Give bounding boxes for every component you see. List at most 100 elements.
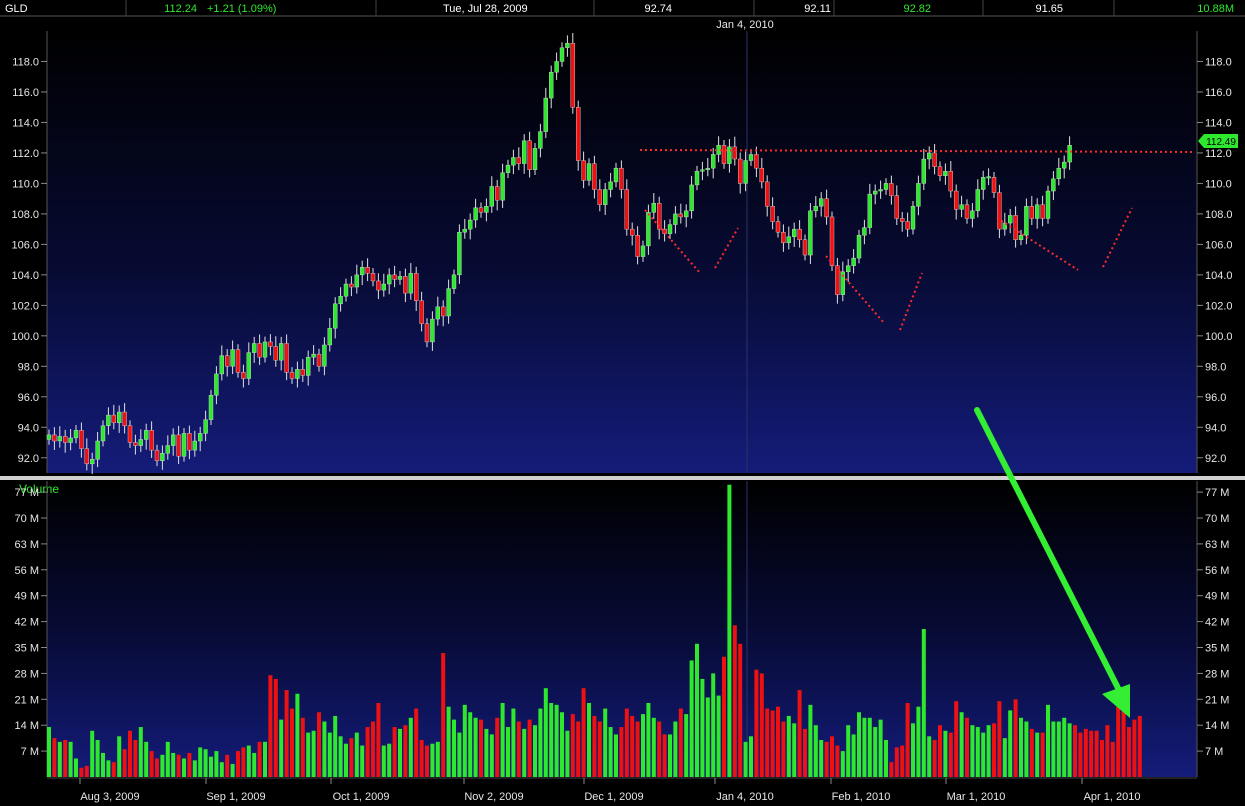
candle-body: [370, 273, 376, 282]
candle-body: [397, 276, 403, 280]
candle-body: [565, 42, 570, 48]
candle-body: [68, 437, 73, 443]
volume-bar: [835, 745, 840, 777]
x-tick-label: Apr 1, 2010: [1084, 791, 1141, 803]
candle-body: [878, 189, 883, 192]
candle: [630, 222, 635, 246]
volume-bar: [743, 741, 748, 777]
volume-bar: [894, 747, 899, 777]
candle-body: [473, 207, 478, 221]
candle-body: [246, 352, 252, 379]
candle: [203, 410, 208, 442]
candle-body: [1040, 204, 1045, 219]
volume-bar: [468, 712, 473, 777]
candle: [927, 146, 932, 170]
volume-bar: [1132, 719, 1137, 777]
candle-body: [673, 213, 678, 225]
candle-body: [905, 221, 910, 230]
header-high: 91.65: [1035, 3, 1063, 15]
candle: [516, 147, 521, 171]
volume-bar: [857, 712, 861, 777]
candle: [392, 265, 397, 288]
price-tick-label-right: 118.0: [1205, 56, 1232, 68]
candle: [883, 178, 889, 195]
volume-tick-label-right: 35 M: [1205, 643, 1229, 655]
volume-bar: [128, 730, 132, 777]
candle-body: [79, 430, 84, 449]
volume-bar: [603, 708, 608, 777]
volume-bar: [1094, 730, 1099, 777]
volume-tick-label-left: 14 M: [15, 720, 39, 732]
volume-bar: [570, 714, 575, 777]
candle: [149, 421, 154, 458]
volume-bar: [1137, 715, 1142, 777]
candle-body: [900, 218, 905, 222]
candle-body: [635, 235, 640, 257]
candle: [1045, 185, 1051, 224]
volume-bar: [457, 732, 462, 777]
volume-bar: [354, 732, 359, 777]
candle: [921, 148, 926, 190]
candle-body: [716, 145, 721, 155]
candle: [419, 291, 424, 332]
candle: [581, 151, 586, 189]
candle-body: [284, 343, 289, 373]
candle: [133, 434, 138, 455]
volume-bar: [975, 727, 980, 777]
price-tick-label-left: 106.0: [11, 239, 39, 251]
candle: [597, 179, 602, 212]
candle: [586, 158, 592, 186]
x-tick-label: Jan 4, 2010: [716, 791, 774, 803]
candle: [1008, 208, 1013, 234]
candle: [522, 134, 527, 174]
candle-body: [964, 204, 970, 219]
candle-body: [63, 436, 68, 443]
candle: [640, 240, 646, 262]
candle-body: [138, 439, 144, 446]
candle: [387, 268, 392, 295]
volume-bar: [824, 741, 829, 777]
volume-bar: [549, 703, 554, 777]
volume-bar: [738, 643, 743, 777]
candle: [462, 218, 467, 239]
volume-bar: [916, 706, 921, 777]
candle: [721, 139, 727, 169]
price-tick-label-right: 108.0: [1205, 209, 1233, 221]
candle: [295, 361, 300, 388]
volume-bar: [792, 723, 797, 777]
volume-bar: [754, 669, 759, 777]
candle-body: [289, 372, 295, 379]
candle-body: [176, 434, 181, 457]
volume-bar: [360, 745, 365, 777]
volume-bar: [716, 695, 721, 777]
candle: [327, 317, 332, 352]
candle-body: [1061, 161, 1067, 169]
volume-tick-label-right: 14 M: [1205, 720, 1229, 732]
candle: [370, 268, 376, 287]
candle: [878, 180, 883, 199]
green-arrow-annotation: [974, 407, 1130, 718]
volume-bar: [851, 734, 856, 777]
volume-bar: [338, 736, 343, 777]
candle: [219, 345, 225, 381]
candle-body: [851, 257, 856, 266]
candle: [214, 366, 219, 405]
candle: [565, 35, 570, 57]
volume-bar: [884, 740, 888, 777]
candle-body: [586, 163, 592, 181]
candle-body: [333, 303, 338, 329]
volume-bar: [241, 747, 246, 777]
candle-body: [570, 42, 575, 108]
candle: [900, 211, 905, 232]
candle-body: [889, 183, 894, 196]
candle: [446, 279, 451, 324]
candle-body: [937, 166, 943, 176]
candle: [549, 65, 554, 109]
volume-bar: [1073, 725, 1077, 777]
volume-bar: [52, 738, 57, 777]
volume-bar: [1019, 717, 1023, 777]
candle-body: [576, 107, 581, 161]
candle: [241, 364, 246, 388]
candle: [937, 161, 943, 182]
candle: [948, 161, 953, 198]
